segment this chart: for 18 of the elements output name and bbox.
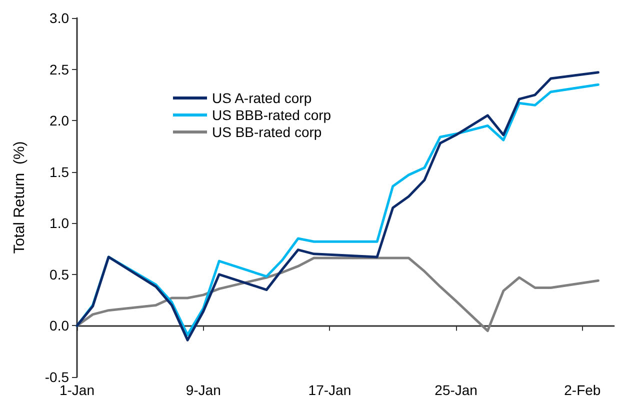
y-tick-label: 2.0 — [50, 112, 70, 129]
line-series — [76, 256, 600, 332]
y-tick-label: -0.5 — [44, 369, 70, 385]
y-tick-label: 1.0 — [50, 215, 70, 232]
y-tick-label: 3.0 — [50, 10, 70, 26]
legend-label: US BBB-rated corp — [212, 107, 332, 123]
y-tick-label: 0.0 — [50, 318, 70, 334]
x-tick-label: 17-Jan — [308, 382, 352, 398]
x-tick-label: 9-Jan — [186, 382, 221, 398]
y-axis-title: Total Return (%) — [11, 141, 28, 254]
y-tick-label: 1.5 — [50, 164, 70, 180]
x-tick-label: 2-Feb — [564, 382, 601, 398]
legend-label: US BB-rated corp — [212, 124, 322, 140]
y-tick-label: 2.5 — [50, 61, 70, 78]
legend-label: US A-rated corp — [212, 90, 312, 106]
x-tick-label: 1-Jan — [59, 382, 95, 398]
x-tick-label: 25-Jan — [434, 382, 478, 398]
y-tick-label: 0.5 — [50, 266, 70, 282]
